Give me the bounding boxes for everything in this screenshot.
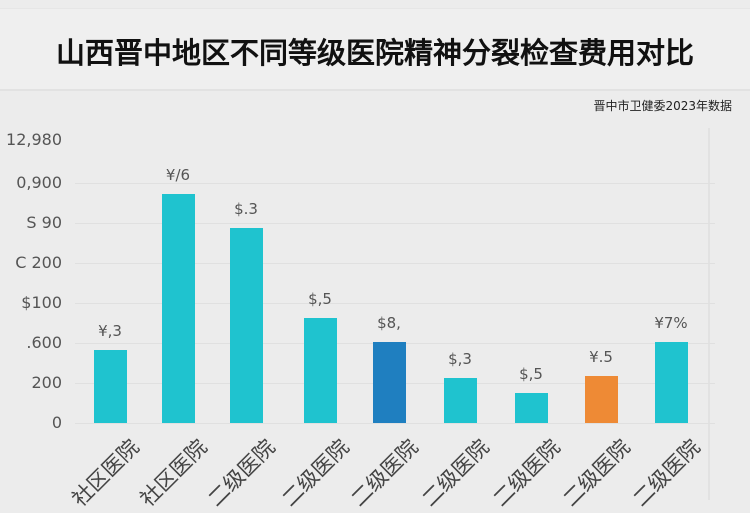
value-label: ¥7%: [654, 314, 688, 332]
bar: [304, 318, 337, 423]
bar: [230, 228, 263, 423]
x-tick-label: 社区医院: [67, 434, 144, 512]
y-tick-label: S 90: [26, 213, 62, 232]
gridline: [75, 303, 715, 304]
bar: [444, 378, 477, 423]
chart-title: 山西晋中地区不同等级医院精神分裂检查费用对比: [55, 36, 694, 70]
plot-area: 12,980 0,900 S 90 C 200 $100 .600 200 0 ¥,3 社区医院 ¥…: [6, 130, 715, 511]
value-label: ¥/6: [165, 166, 191, 184]
gridline: [75, 423, 715, 424]
y-tick-label: .600: [26, 333, 62, 352]
y-tick-label: C 200: [15, 253, 62, 272]
value-label: ¥,3: [98, 322, 122, 340]
bar: [515, 393, 548, 423]
x-tick-label: 二级医院: [628, 434, 705, 512]
y-tick-label: 12,980: [6, 130, 62, 149]
y-tick-label: 0,900: [16, 173, 62, 192]
y-tick-label: 0: [51, 413, 62, 432]
y-tick-label: $100: [21, 293, 62, 312]
gridline: [75, 183, 715, 184]
value-label: $8,: [377, 314, 401, 332]
x-tick-label: 社区医院: [135, 434, 212, 512]
right-border: [708, 128, 710, 500]
value-label: $,5: [308, 290, 332, 308]
x-tick-label: 二级医院: [277, 434, 354, 512]
bar: [162, 194, 195, 423]
gridline: [75, 223, 715, 224]
x-tick-label: 二级医院: [346, 434, 423, 512]
bar: [585, 376, 618, 423]
y-tick-label: 200: [31, 373, 62, 392]
value-label: $,3: [448, 350, 472, 368]
x-tick-label: 二级医院: [558, 434, 635, 512]
value-label: ¥.5: [589, 348, 613, 366]
bar: [655, 342, 688, 423]
x-tick-label: 二级医院: [203, 434, 280, 512]
value-label: $.3: [234, 200, 258, 218]
bar: [373, 342, 406, 423]
x-tick-label: 二级医院: [488, 434, 565, 512]
chart-source: 晋中市卫健委2023年数据: [593, 99, 732, 113]
x-tick-label: 二级医院: [417, 434, 494, 512]
title-band: [0, 8, 750, 91]
gridline: [75, 263, 715, 264]
value-label: $,5: [519, 365, 543, 383]
bar: [94, 350, 127, 423]
